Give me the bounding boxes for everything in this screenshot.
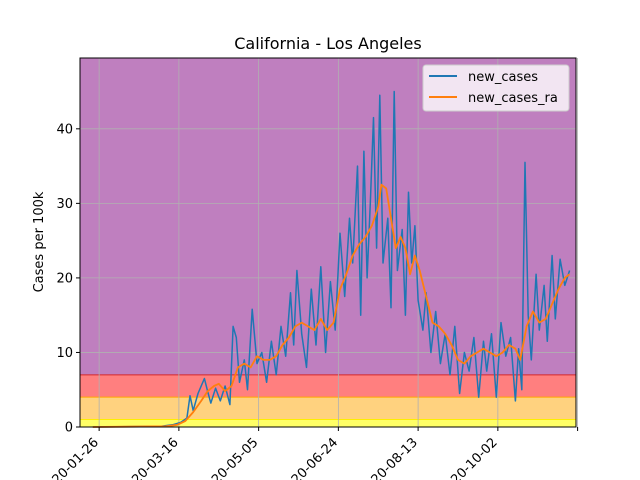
legend-box — [422, 64, 570, 112]
y-tick-label-0: 0 — [65, 421, 73, 436]
x-tick-label-4: 2020-08-13 — [357, 435, 421, 480]
y-tick-label-3: 30 — [56, 197, 73, 212]
y-tick-label-1: 10 — [56, 346, 73, 361]
x-tick-label-1: 2020-03-16 — [118, 435, 182, 480]
y-tick-label-4: 40 — [56, 122, 73, 137]
plot-frame — [79, 57, 577, 428]
y-axis-label: Cases per 100k — [32, 191, 47, 292]
y-axis: 0 10 20 30 40 — [56, 122, 80, 436]
series-line-new-cases — [92, 90, 571, 428]
x-tick-label-5: 2020-10-02 — [437, 435, 501, 480]
threshold-bands — [80, 58, 576, 427]
band-1 — [80, 397, 576, 420]
legend: new_cases new_cases_ra — [422, 64, 570, 112]
x-axis: 2020-01-26 2020-03-16 2020-05-05 2020-06-24… — [38, 427, 579, 480]
x-tick-label-0: 2020-01-26 — [38, 435, 102, 480]
legend-label-new-cases-ra: new_cases_ra — [468, 91, 558, 106]
chart-title: California - Los Angeles — [234, 34, 421, 53]
band-2 — [80, 374, 576, 398]
series-line-new-cases-ra — [92, 183, 571, 428]
y-tick-label-2: 20 — [56, 271, 73, 286]
x-tick-label-2: 2020-05-05 — [197, 435, 261, 480]
legend-label-new-cases: new_cases — [468, 70, 538, 85]
x-tick-label-3: 2020-06-24 — [277, 435, 341, 480]
series-lines — [92, 90, 571, 428]
band-0 — [80, 419, 576, 427]
